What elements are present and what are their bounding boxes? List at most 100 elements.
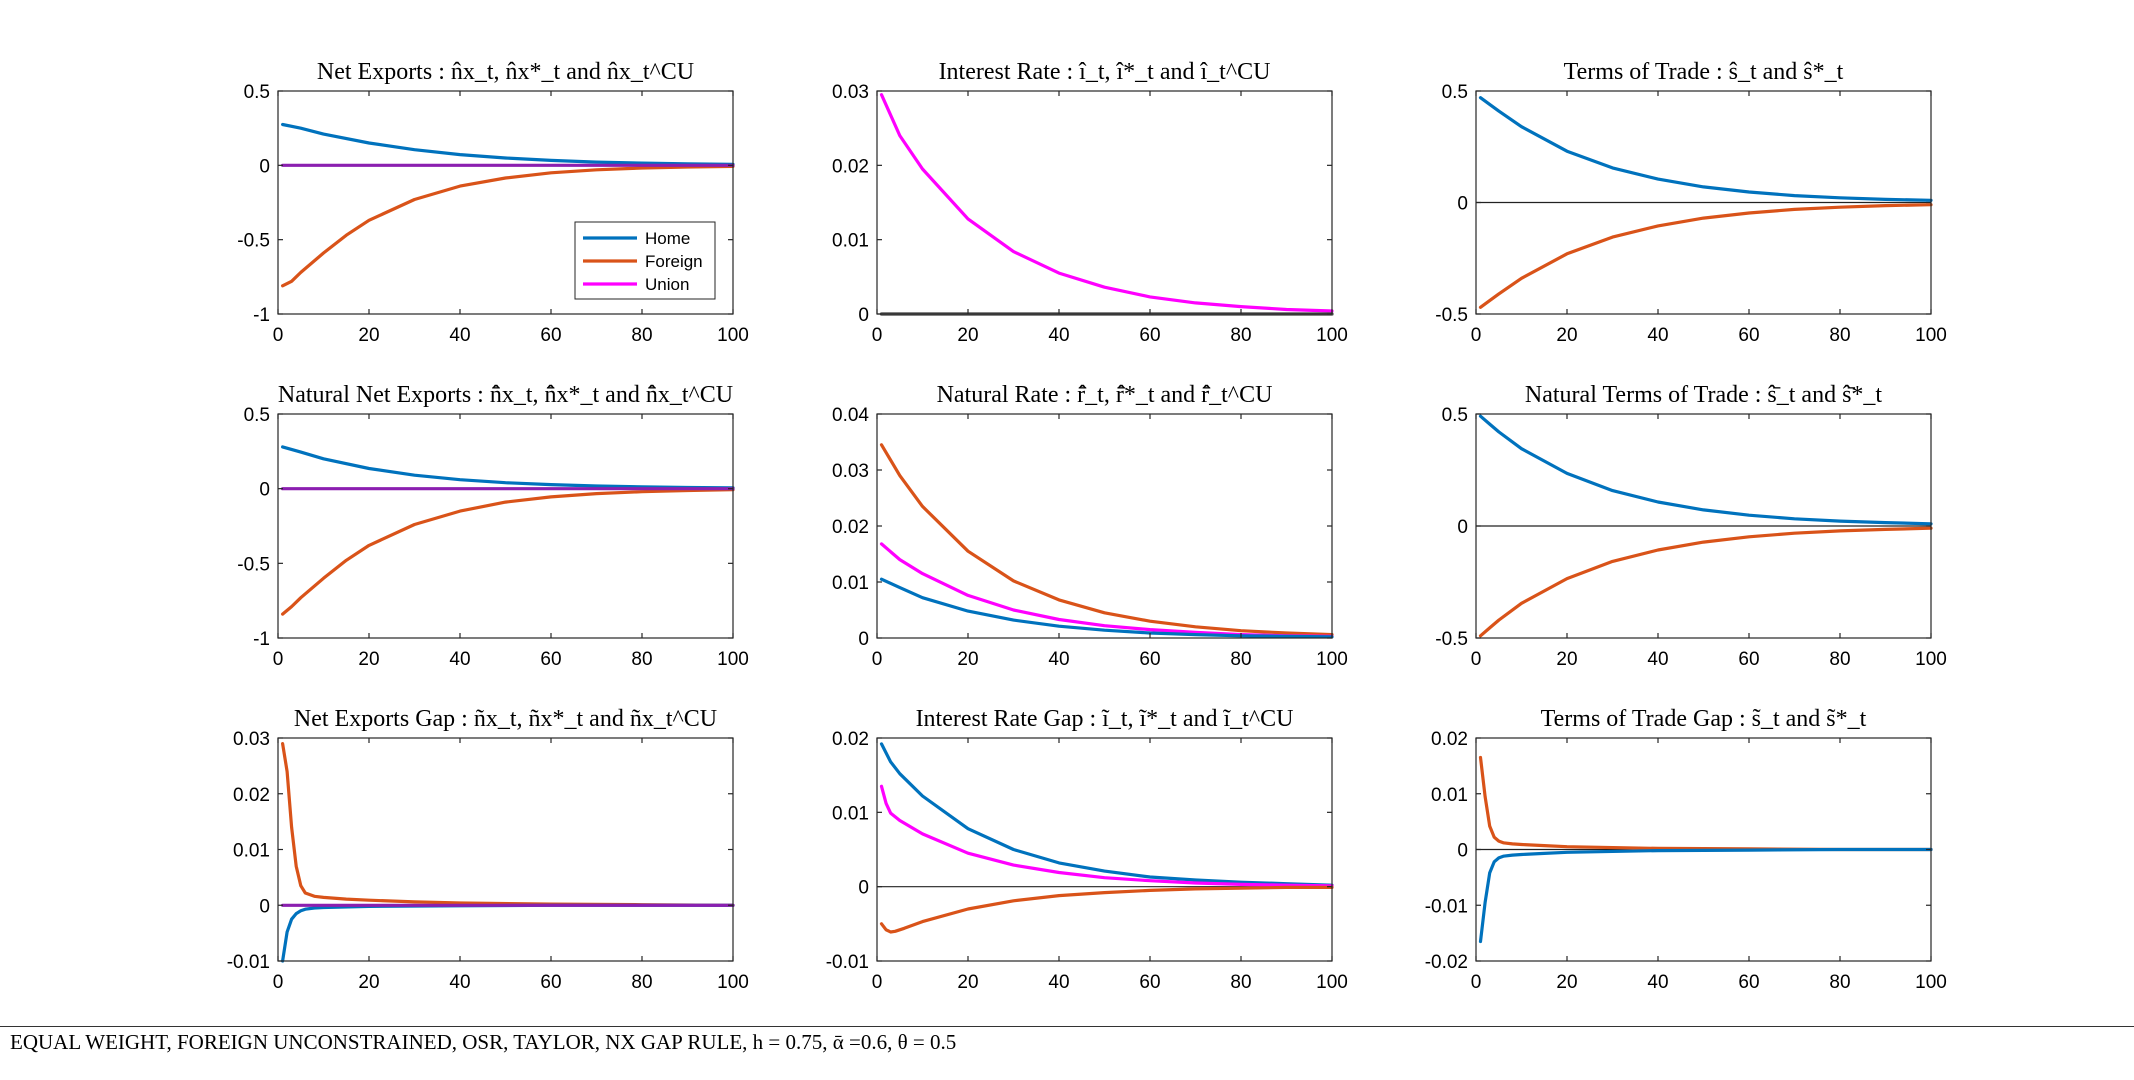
- y-tick-label: 0.01: [832, 573, 869, 594]
- series-line-union: [879, 784, 1334, 888]
- series-line-home: [879, 577, 1334, 639]
- axes-box: [277, 737, 734, 962]
- series-line-home: [281, 903, 735, 963]
- x-tick-label: 0: [872, 649, 883, 670]
- axes-box: [876, 90, 1333, 315]
- x-tick-label: 80: [1230, 972, 1251, 993]
- y-tick-label: 0.02: [832, 517, 869, 538]
- legend: Home Foreign Union: [574, 221, 716, 300]
- y-tick-label: 0.02: [832, 156, 869, 177]
- y-tick-label: -0.01: [1425, 896, 1468, 917]
- panel-7: Net Exports Gap : ñx_t, ñx*_t and ñx_t^C…: [227, 706, 749, 993]
- legend-label-foreign: Foreign: [645, 252, 703, 271]
- legend-label-union: Union: [645, 275, 689, 294]
- x-tick-label: 40: [1048, 649, 1069, 670]
- y-tick-label: 0.01: [1431, 785, 1468, 806]
- x-tick-label: 20: [957, 649, 978, 670]
- x-tick-label: 80: [631, 325, 652, 346]
- y-tick-label: 0: [858, 878, 869, 899]
- x-tick-label: 0: [872, 325, 883, 346]
- x-tick-label: 60: [1738, 325, 1759, 346]
- panel-title: Net Exports : n̂x_t, n̂x*_t and n̂x_t^CU: [317, 59, 694, 85]
- y-tick-label: 0.5: [1442, 82, 1468, 103]
- panel-6: Natural Terms of Trade : ŝ̄_t and ŝ̄*_t 0…: [1435, 382, 1947, 670]
- panel-title: Interest Rate : î_t, î*_t and î_t^CU: [939, 59, 1271, 85]
- x-tick-label: 40: [1048, 972, 1069, 993]
- series-line-foreign: [879, 885, 1334, 934]
- axes-box: [277, 413, 734, 639]
- y-tick-label: 0.02: [832, 729, 869, 750]
- y-tick-label: 0: [858, 629, 869, 650]
- y-tick-label: 0.04: [832, 405, 869, 426]
- x-tick-label: 100: [1915, 972, 1947, 993]
- panel-9: Terms of Trade Gap : s̃_t and s̃*_t 0.02 0…: [1425, 706, 1947, 993]
- series-line-foreign: [1478, 526, 1933, 638]
- y-tick-label: -0.02: [1425, 952, 1468, 973]
- panel-2: Interest Rate : î_t, î*_t and î_t^CU 0.03…: [832, 59, 1348, 346]
- x-tick-label: 100: [1316, 649, 1348, 670]
- panel-4: Natural Net Exports : n̂̄x_t, n̂̄x*_t an…: [237, 382, 749, 670]
- y-tick-label: -1: [253, 629, 270, 650]
- x-tick-label: 20: [957, 325, 978, 346]
- x-tick-label: 60: [540, 972, 561, 993]
- series-line-home: [281, 445, 735, 490]
- x-tick-label: 100: [717, 649, 749, 670]
- x-tick-label: 60: [1738, 649, 1759, 670]
- y-tick-label: 0.03: [832, 82, 869, 103]
- series-line-foreign: [281, 741, 735, 907]
- x-tick-label: 40: [449, 649, 470, 670]
- x-tick-label: 100: [717, 972, 749, 993]
- y-tick-label: 0.03: [233, 729, 270, 750]
- x-tick-label: 0: [1471, 972, 1482, 993]
- x-tick-label: 60: [540, 325, 561, 346]
- x-tick-label: 100: [1316, 325, 1348, 346]
- x-tick-label: 0: [1471, 325, 1482, 346]
- y-tick-label: 0.01: [233, 841, 270, 862]
- y-tick-label: 0: [1457, 841, 1468, 862]
- series-line-home: [1478, 414, 1933, 526]
- x-tick-label: 80: [631, 649, 652, 670]
- panel-5: Natural Rate : r̂̄_t, r̂̄*_t and r̂̄_t^C…: [832, 382, 1348, 670]
- panel-title: Terms of Trade Gap : s̃_t and s̃*_t: [1541, 706, 1867, 732]
- y-tick-label: 0.02: [233, 785, 270, 806]
- y-tick-label: 0: [1457, 194, 1468, 215]
- x-tick-label: 40: [1048, 325, 1069, 346]
- series-line-foreign: [1478, 755, 1933, 852]
- series-line-home: [281, 122, 735, 166]
- panel-title: Interest Rate Gap : ĩ_t, ĩ*_t and ĩ_t^CU: [916, 706, 1294, 732]
- y-tick-label: -0.5: [1435, 305, 1468, 326]
- panel-8: Interest Rate Gap : ĩ_t, ĩ*_t and ĩ_t^CU…: [826, 706, 1348, 993]
- series-line-union: [879, 542, 1334, 638]
- series-line-foreign: [281, 488, 735, 616]
- x-tick-label: 0: [273, 649, 284, 670]
- y-tick-label: -0.5: [237, 231, 270, 252]
- x-tick-label: 20: [1556, 972, 1577, 993]
- y-tick-label: 0: [259, 896, 270, 917]
- x-tick-label: 20: [957, 972, 978, 993]
- series-line-home: [1478, 96, 1933, 202]
- x-tick-label: 0: [872, 972, 883, 993]
- x-tick-label: 0: [1471, 649, 1482, 670]
- series-line-foreign: [879, 443, 1334, 637]
- legend-label-home: Home: [645, 229, 690, 248]
- series-line-foreign: [281, 164, 735, 288]
- y-tick-label: -1: [253, 305, 270, 326]
- x-tick-label: 80: [1829, 649, 1850, 670]
- x-tick-label: 20: [358, 325, 379, 346]
- panel-title: Natural Rate : r̂̄_t, r̂̄*_t and r̂̄_t^C…: [937, 382, 1273, 408]
- x-tick-label: 20: [358, 649, 379, 670]
- y-tick-label: 0.01: [832, 231, 869, 252]
- y-tick-label: 0: [1457, 517, 1468, 538]
- y-tick-label: 0.5: [244, 82, 270, 103]
- axes-box: [876, 737, 1333, 962]
- x-tick-label: 40: [1647, 972, 1668, 993]
- x-tick-label: 60: [1139, 972, 1160, 993]
- panel-title: Net Exports Gap : ñx_t, ñx*_t and ñx_t^C…: [294, 706, 717, 732]
- series-line-union: [879, 93, 1334, 313]
- x-tick-label: 0: [273, 972, 284, 993]
- x-tick-label: 40: [1647, 325, 1668, 346]
- x-tick-label: 20: [1556, 325, 1577, 346]
- x-tick-label: 80: [1829, 325, 1850, 346]
- series-line-home: [879, 742, 1334, 887]
